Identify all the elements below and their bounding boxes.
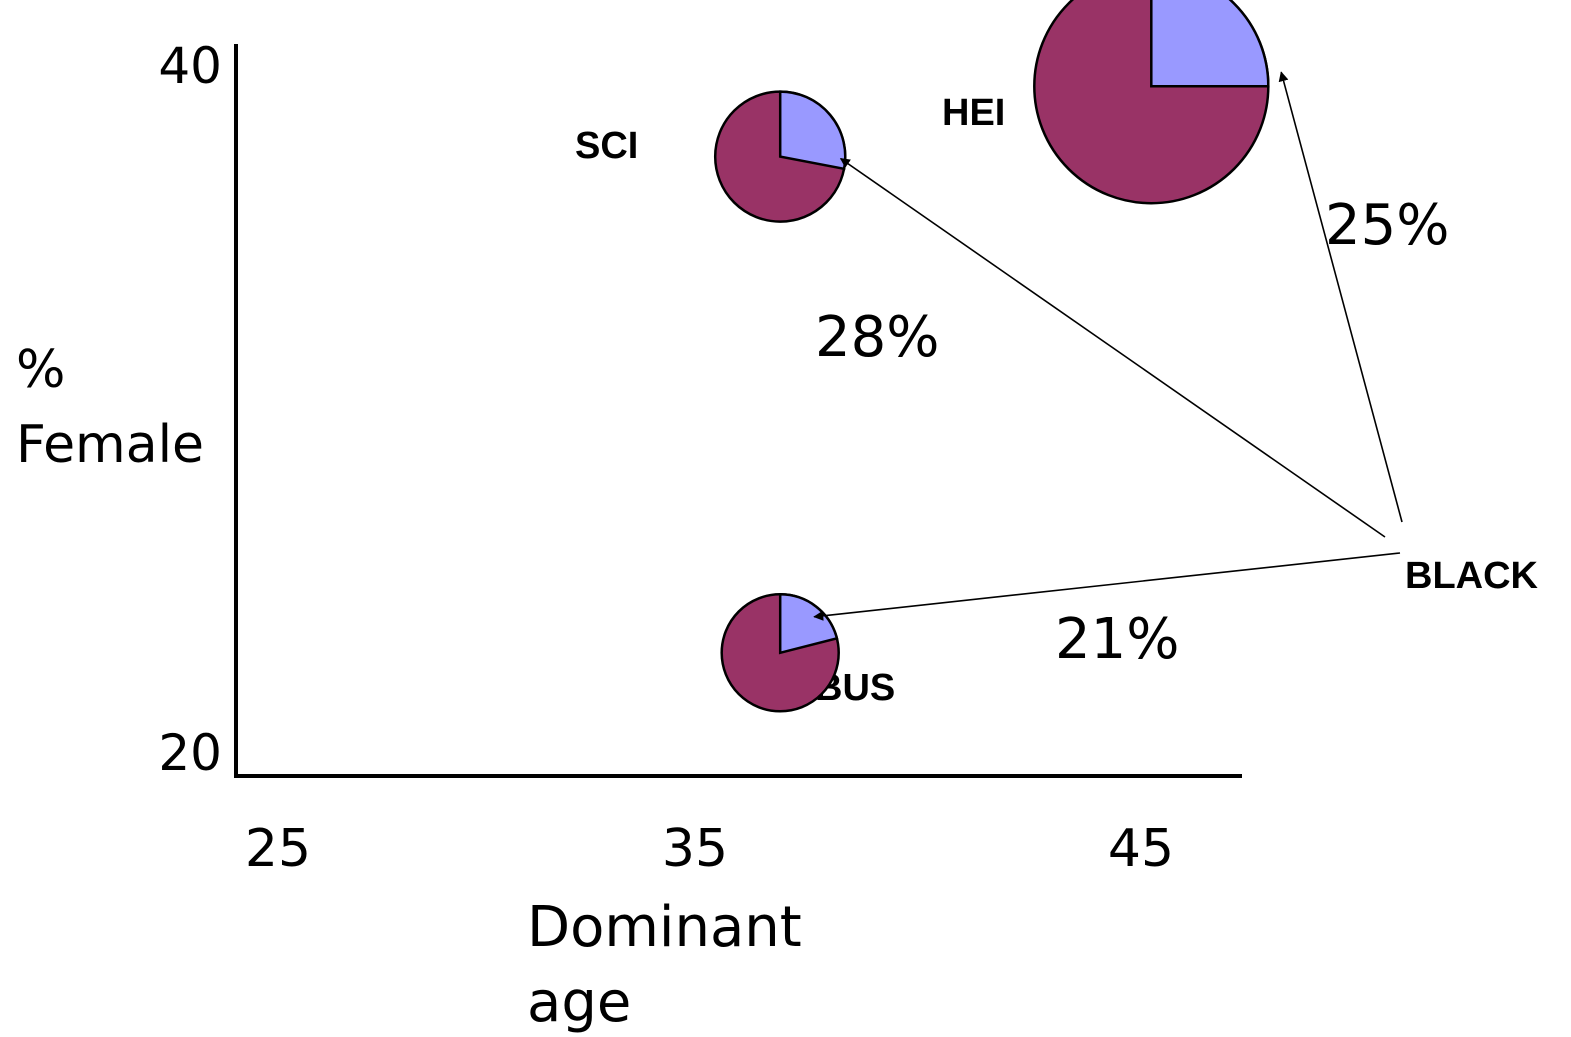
pie-slice-bus	[778, 593, 839, 655]
x-axis-label-line2: age	[527, 970, 631, 1035]
x-tick-label-45: 45	[1108, 819, 1174, 879]
bubble-label-sci: SCI	[575, 125, 638, 167]
pie-slice-hei	[1150, 0, 1270, 88]
link-value-bus: 21%	[1055, 607, 1179, 672]
x-tick-label-35: 35	[662, 819, 728, 879]
source-label-black: BLACK	[1405, 555, 1539, 597]
pies-layer	[713, 0, 1270, 713]
link-arrow-hei	[1278, 71, 1403, 523]
bubble-label-hei: HEI	[942, 92, 1005, 134]
y-tick-label-top: 40	[158, 37, 222, 95]
arrows-layer	[813, 71, 1403, 621]
x-tick-label-25: 25	[245, 819, 311, 879]
link-arrow-bus	[813, 552, 1401, 621]
y-axis-label-line2: Female	[16, 415, 204, 475]
link-arrow-sci	[839, 157, 1386, 538]
link-value-hei: 25%	[1325, 193, 1449, 258]
y-axis-label-line1: %	[16, 340, 65, 400]
y-tick-label-bottom: 20	[158, 724, 222, 782]
x-axis-label-line1: Dominant	[527, 895, 802, 960]
pie-slice-sci	[778, 90, 847, 171]
link-value-sci: 28%	[815, 305, 939, 370]
